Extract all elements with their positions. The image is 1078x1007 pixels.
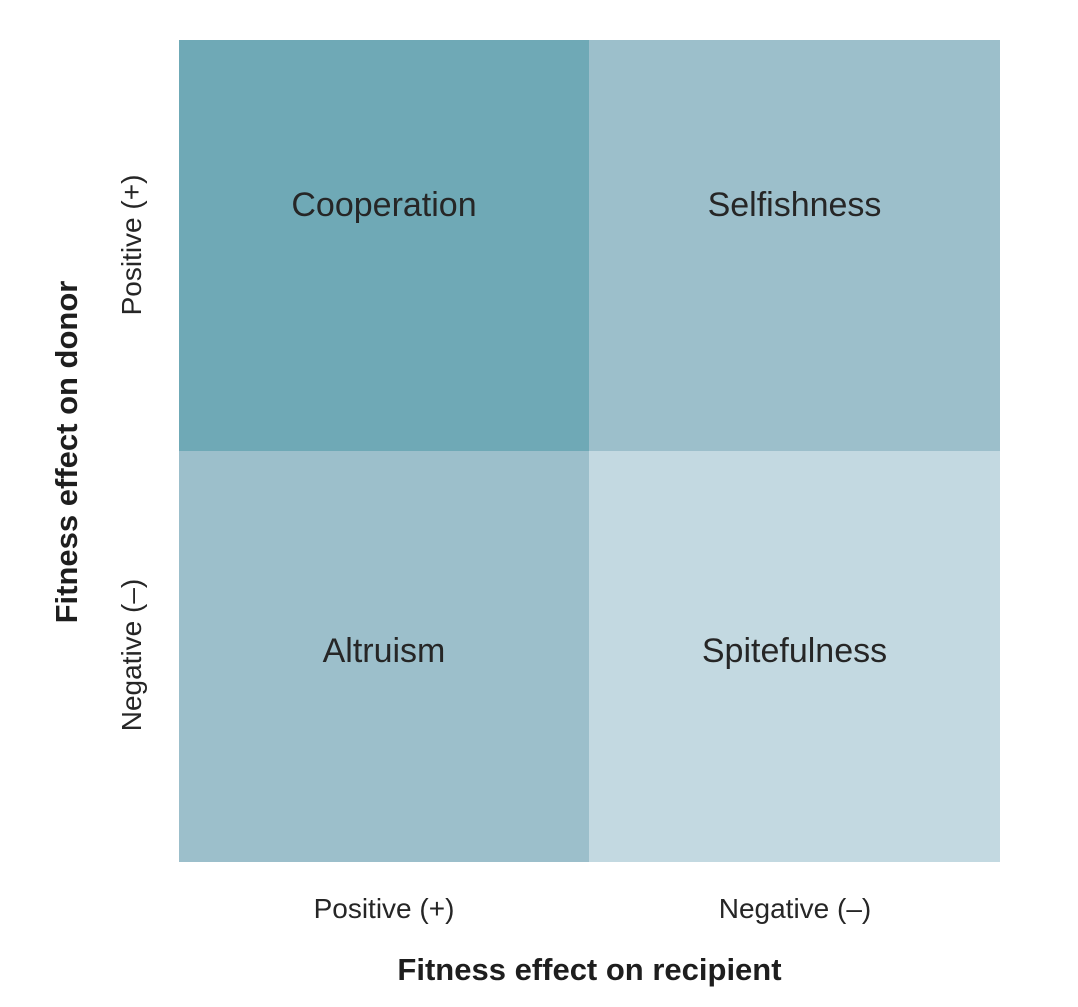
y-tick-negative: Negative (–) <box>116 578 147 732</box>
quadrant-cooperation: Cooperation <box>179 40 589 451</box>
quadrant-label-cooperation: Cooperation <box>291 186 477 224</box>
y-tick-positive: Positive (+) <box>116 174 147 316</box>
quadrant-label-altruism: Altruism <box>322 632 446 670</box>
y-axis-title: Fitness effect on donor <box>49 280 84 624</box>
x-tick-negative: Negative (–) <box>718 893 872 924</box>
quadrant-spitefulness: Spitefulness <box>589 451 1000 862</box>
x-tick-positive: Positive (+) <box>313 893 455 924</box>
quadrant-altruism: Altruism <box>179 451 589 862</box>
x-axis-title: Fitness effect on recipient <box>397 952 782 987</box>
quadrant-label-selfishness: Selfishness <box>707 186 882 224</box>
quadrant-label-spitefulness: Spitefulness <box>701 632 888 670</box>
quadrant-selfishness: Selfishness <box>589 40 1000 451</box>
